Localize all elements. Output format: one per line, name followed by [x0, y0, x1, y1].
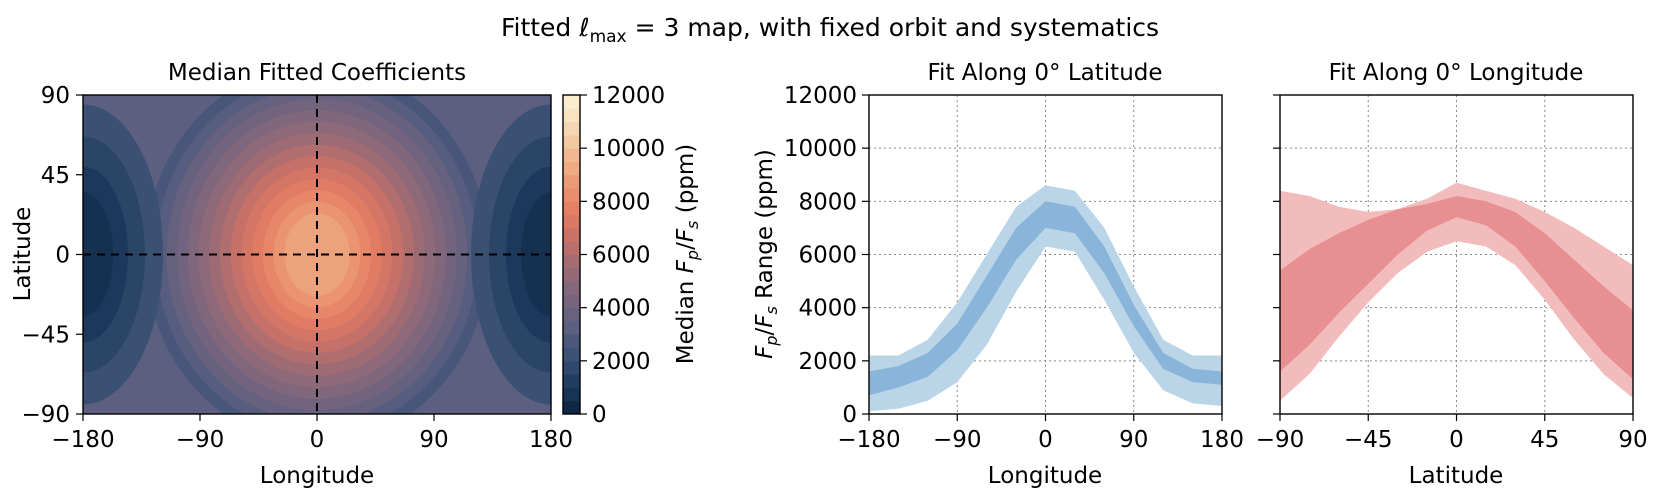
- colorbar-tick-label: 4000: [592, 296, 651, 322]
- colorbar-tick-label: 6000: [592, 243, 651, 269]
- heatmap-y-tick-label: 0: [55, 243, 70, 269]
- colorbar-level: [563, 214, 580, 229]
- latitude-cut-x-tick-label: −90: [933, 427, 982, 453]
- colorbar-level: [563, 320, 580, 335]
- heatmap-contours: [83, 95, 551, 414]
- colorbar-level: [563, 227, 580, 242]
- colorbar-level: [563, 121, 580, 136]
- heatmap-y-tick-label: −90: [21, 402, 70, 428]
- colorbar-tick-label: 10000: [592, 136, 665, 162]
- colorbar-level: [563, 267, 580, 282]
- colorbar-level: [563, 360, 580, 375]
- latitude-cut-x-ticks: −180 −90 0 90 180: [837, 414, 1244, 453]
- heatmap-x-tick-label: 180: [529, 427, 573, 453]
- longitude-cut-x-tick-label: −45: [1344, 427, 1393, 453]
- heatmap-panel: Median Fitted Coefficients −180 −90 0 90 180…: [10, 60, 573, 489]
- longitude-cut-x-tick-label: −90: [1256, 427, 1305, 453]
- heatmap-x-tick-label: 0: [310, 427, 325, 453]
- colorbar-level: [563, 148, 580, 162]
- colorbar-tick-label: 2000: [592, 349, 651, 375]
- latitude-cut-y-ticks: 0 2000 4000 6000 8000 10000 12000: [784, 83, 869, 428]
- heatmap-y-tick-label: −45: [21, 322, 70, 348]
- latitude-cut-x-tick-label: 0: [1038, 427, 1053, 453]
- longitude-cut-x-ticks: −90 −45 0 45 90: [1256, 414, 1648, 453]
- longitude-cut-x-tick-label: 0: [1449, 427, 1464, 453]
- heatmap-title: Median Fitted Coefficients: [168, 60, 466, 86]
- heatmap-ylabel: Latitude: [10, 207, 36, 302]
- colorbar-level: [563, 307, 580, 322]
- colorbar-tick-label: 12000: [592, 83, 665, 109]
- latitude-cut-x-tick-label: 90: [1119, 427, 1148, 453]
- colorbar-level: [563, 374, 580, 388]
- latitude-cut-xlabel: Longitude: [988, 463, 1102, 489]
- latitude-cut-y-tick-label: 0: [842, 402, 857, 428]
- latitude-cut-y-tick-label: 10000: [784, 136, 857, 162]
- latitude-cut-x-tick-label: 180: [1200, 427, 1244, 453]
- longitude-cut-xlabel: Latitude: [1409, 463, 1504, 489]
- colorbar-level: [563, 188, 580, 202]
- colorbar-level: [563, 201, 580, 216]
- longitude-cut-bands: [1280, 182, 1633, 401]
- colorbar-ticks: 0 2000 4000 6000 8000 10000 12000: [580, 83, 665, 428]
- colorbar-level: [563, 134, 580, 149]
- heatmap-y-ticks: −90 −45 0 45 90: [21, 83, 83, 428]
- colorbar-tick-label: 0: [592, 402, 607, 428]
- longitude-cut-title: Fit Along 0° Longitude: [1329, 60, 1584, 86]
- heatmap-x-tick-label: −180: [51, 427, 114, 453]
- heatmap-xlabel: Longitude: [260, 463, 374, 489]
- latitude-cut-panel: Fit Along 0° Latitude −180 −90 0 90 180 0 200…: [752, 60, 1244, 489]
- colorbar-level: [563, 161, 580, 176]
- colorbar-level: [563, 254, 580, 269]
- figure-suptitle: Fitted ℓmax = 3 map, with fixed orbit an…: [501, 13, 1159, 47]
- latitude-cut-outer-band: [869, 185, 1222, 412]
- colorbar-level: [563, 95, 580, 109]
- latitude-cut-title: Fit Along 0° Latitude: [927, 60, 1162, 86]
- colorbar-tick-label: 8000: [592, 189, 651, 215]
- latitude-cut-y-tick-label: 12000: [784, 83, 857, 109]
- colorbar-level: [563, 334, 580, 349]
- colorbar-level: [563, 294, 580, 309]
- heatmap-y-tick-label: 45: [41, 163, 70, 189]
- longitude-cut-x-tick-label: 45: [1530, 427, 1559, 453]
- longitude-cut-x-tick-label: 90: [1618, 427, 1647, 453]
- colorbar-level: [563, 281, 580, 295]
- colorbar-level: [563, 347, 580, 362]
- latitude-cut-y-tick-label: 4000: [798, 296, 857, 322]
- longitude-cut-y-ticks: [1273, 94, 1280, 415]
- latitude-cut-ylabel: Fp/Fs Range (ppm): [752, 149, 781, 359]
- colorbar-level: [563, 387, 580, 402]
- latitude-cut-bands: [869, 185, 1222, 412]
- longitude-cut-inner-band: [1280, 196, 1633, 380]
- latitude-cut-y-tick-label: 8000: [798, 189, 857, 215]
- heatmap-y-tick-label: 90: [41, 83, 70, 109]
- colorbar-level: [563, 400, 580, 415]
- colorbar-level: [563, 241, 580, 255]
- colorbar-levels: [563, 95, 580, 415]
- longitude-cut-panel: Fit Along 0° Longitude −90 −45 0 45 90 Latit…: [1256, 60, 1648, 489]
- heatmap-x-tick-label: 90: [419, 427, 448, 453]
- latitude-cut-y-tick-label: 2000: [798, 349, 857, 375]
- colorbar-level: [563, 108, 580, 123]
- latitude-cut-inner-band: [869, 201, 1222, 396]
- latitude-cut-x-tick-label: −180: [837, 427, 900, 453]
- heatmap-x-ticks: −180 −90 0 90 180: [51, 414, 573, 453]
- colorbar-level: [563, 174, 580, 189]
- heatmap-x-tick-label: −90: [176, 427, 225, 453]
- latitude-cut-y-tick-label: 6000: [798, 243, 857, 269]
- colorbar-label: Median Fp/Fs (ppm): [673, 144, 702, 365]
- colorbar: 0 2000 4000 6000 8000 10000 12000 Median Fp/Fs…: [562, 83, 702, 428]
